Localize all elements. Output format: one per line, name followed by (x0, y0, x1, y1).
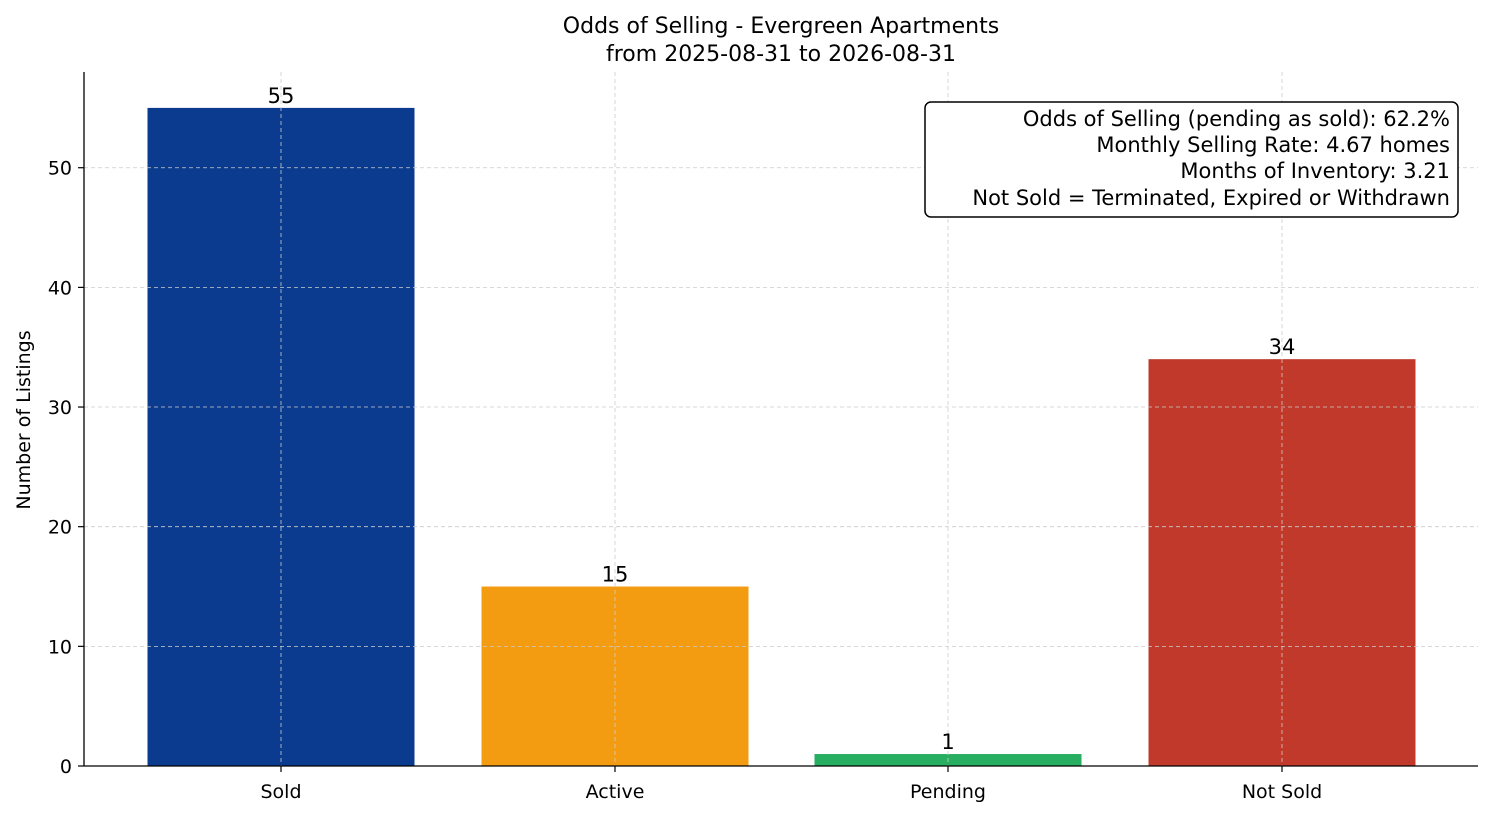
axes: 0 10 20 30 40 50 Sold Active Pending Not Sold (48, 72, 1478, 803)
bar-value-label: 1 (941, 730, 954, 754)
grid (84, 72, 1478, 766)
bar-value-label: 15 (602, 563, 629, 587)
annotation-line: Not Sold = Terminated, Expired or Withdr… (972, 186, 1450, 210)
annotation-box: Odds of Selling (pending as sold): 62.2%… (924, 101, 1459, 218)
x-tick-label: Active (586, 781, 645, 803)
chart-title: Odds of Selling - Evergreen Apartments (563, 14, 999, 39)
annotation-line: Months of Inventory: 3.21 (1180, 159, 1450, 183)
bar-value-label: 34 (1269, 335, 1296, 359)
chart-subtitle: from 2025-08-31 to 2026-08-31 (606, 42, 956, 67)
x-tick-label: Not Sold (1242, 781, 1322, 803)
y-tick-label: 30 (48, 397, 72, 419)
y-tick-label: 50 (48, 158, 72, 180)
annotation-line: Odds of Selling (pending as sold): 62.2% (1023, 107, 1450, 131)
annotation-line: Monthly Selling Rate: 4.67 homes (1096, 133, 1450, 157)
x-tick-label: Pending (910, 781, 986, 803)
data-labels: 55 15 1 34 (268, 84, 1296, 754)
x-tick-label: Sold (260, 781, 301, 803)
y-axis-label: Number of Listings (13, 330, 35, 509)
y-tick-label: 40 (48, 277, 72, 299)
y-tick-label: 0 (60, 756, 72, 778)
y-tick-label: 10 (48, 636, 72, 658)
bar-value-label: 55 (268, 84, 295, 108)
annotation-frame (924, 101, 1459, 218)
y-tick-label: 20 (48, 517, 72, 539)
